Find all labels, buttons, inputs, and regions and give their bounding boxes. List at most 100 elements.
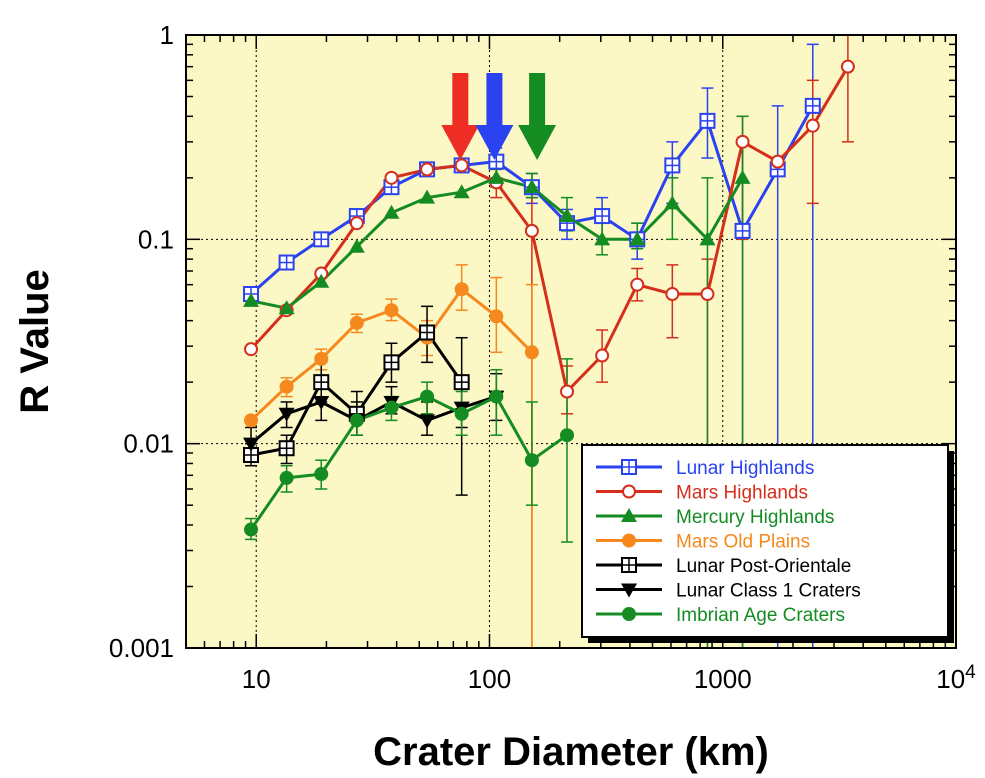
data-point [243, 437, 260, 452]
data-point [278, 407, 295, 422]
data-point [621, 508, 637, 522]
data-point [621, 459, 637, 475]
data-point [420, 162, 435, 177]
data-point [621, 583, 637, 598]
data-point [278, 300, 295, 315]
data-point [622, 607, 636, 621]
data-point [314, 467, 329, 482]
data-point [699, 231, 716, 246]
arrow-annotations [441, 73, 557, 160]
data-point [349, 216, 364, 231]
data-point [244, 413, 259, 428]
data-point [244, 342, 259, 357]
data-point [454, 158, 469, 173]
data-point [279, 470, 294, 485]
data-point [419, 189, 436, 204]
data-point [524, 453, 539, 468]
data-point [383, 204, 400, 219]
series-line [249, 395, 568, 531]
data-point [560, 428, 575, 443]
legend-label: Mercury Highlands [676, 507, 834, 528]
data-point [560, 384, 575, 399]
x-tick-label: 1000 [694, 664, 752, 694]
legend-label: Lunar Highlands [676, 458, 814, 479]
data-point [595, 348, 610, 363]
legend-label: Imbrian Age Craters [676, 605, 845, 626]
data-point [384, 400, 399, 415]
data-point [349, 413, 364, 428]
data-point [734, 169, 751, 184]
data-point [244, 522, 259, 537]
y-tick-label: 1 [160, 20, 174, 50]
data-point [770, 154, 785, 169]
data-point [348, 238, 365, 253]
arrow-marker [475, 73, 514, 160]
data-point [349, 315, 364, 330]
data-point [524, 345, 539, 360]
data-point [559, 208, 576, 223]
legend-label: Mars Highlands [676, 483, 808, 504]
data-point [453, 374, 470, 391]
x-axis-label: Crater Diameter (km) [373, 730, 769, 774]
data-point [419, 324, 436, 341]
legend-label: Lunar Post-Orientale [676, 556, 851, 577]
legend: Lunar Highlands Mars Highlands Mercury Hig… [581, 444, 954, 643]
y-tick-label: 0.01 [123, 429, 174, 459]
data-point [805, 118, 820, 133]
data-point [278, 254, 295, 271]
y-axis-label: R Value [13, 269, 57, 414]
arrow-marker [518, 73, 557, 160]
data-point [735, 134, 750, 149]
legend-label: Lunar Class 1 Craters [676, 581, 861, 602]
data-point [665, 287, 680, 302]
x-tick-label-exponent: 4 [965, 662, 976, 683]
data-point [523, 179, 540, 194]
data-point [314, 351, 329, 366]
data-point [488, 153, 505, 170]
data-point [488, 169, 505, 184]
data-point [313, 395, 330, 410]
data-point [454, 406, 469, 421]
data-point [384, 303, 399, 318]
y-tick-label: 0.1 [138, 224, 174, 254]
data-point [524, 223, 539, 238]
data-point [629, 231, 646, 246]
data-point [621, 557, 637, 573]
x-tick-label: 100 [468, 664, 511, 694]
x-tick-label: 10 [242, 664, 271, 694]
data-point [384, 170, 399, 185]
data-point [630, 277, 645, 292]
data-point [622, 533, 636, 548]
data-point [489, 309, 504, 324]
data-point [664, 157, 681, 174]
data-point [243, 292, 260, 307]
data-point [804, 97, 821, 114]
data-point [840, 59, 855, 74]
data-point [622, 484, 636, 499]
data-point [313, 374, 330, 391]
data-point [664, 195, 681, 210]
data-point [454, 282, 469, 297]
axis-ticks [185, 35, 956, 649]
arrow-marker [441, 73, 480, 160]
data-point [383, 354, 400, 371]
data-point [489, 389, 504, 404]
data-point [279, 379, 294, 394]
data-point [313, 273, 330, 288]
plot-frame [185, 34, 957, 649]
data-point [453, 184, 470, 199]
data-point [313, 231, 330, 248]
data-point [419, 414, 436, 429]
legend-label: Mars Old Plains [676, 532, 810, 553]
x-tick-label: 104 [936, 662, 976, 695]
data-point [278, 440, 295, 457]
data-point [700, 287, 715, 302]
series-markers [243, 59, 855, 537]
y-tick-label: 0.001 [109, 633, 174, 663]
data-point [594, 208, 611, 225]
data-point [734, 222, 751, 239]
data-point [594, 231, 611, 246]
data-point [699, 112, 716, 129]
data-point [420, 389, 435, 404]
